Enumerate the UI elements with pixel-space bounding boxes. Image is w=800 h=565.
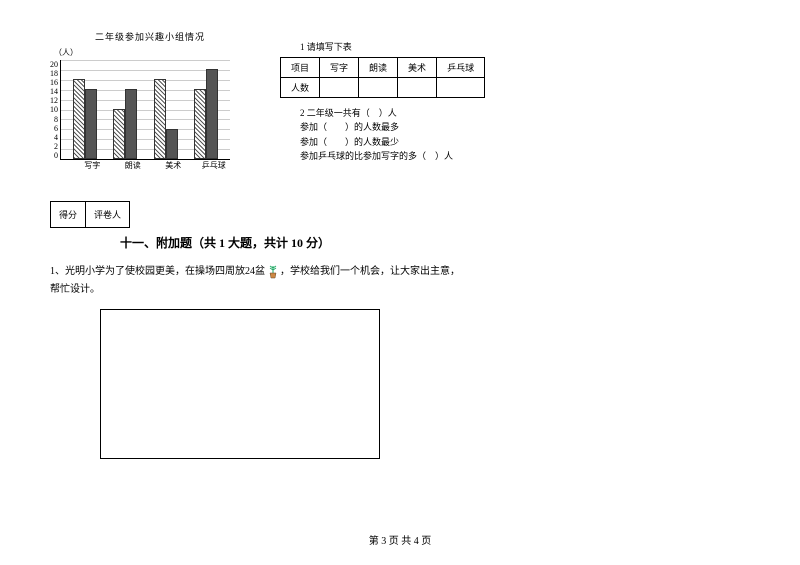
bar-group [154, 79, 178, 159]
table-cell [359, 78, 398, 98]
chart-x-labels: 写字 朗读 美术 乒乓球 [68, 160, 238, 171]
flower-pot-icon [268, 265, 278, 279]
bar-group [194, 69, 218, 159]
chart-plot [60, 60, 230, 160]
y-tick: 12 [50, 96, 58, 105]
table-cell [320, 78, 359, 98]
table-header: 美术 [398, 58, 437, 78]
y-tick: 0 [50, 151, 58, 160]
bar [206, 69, 218, 159]
bar-group [113, 89, 137, 159]
table-row-label: 人数 [281, 78, 320, 98]
question-text-b: ，学校给我们一个机会，让大家出主意， [280, 266, 460, 277]
question-number: 1、 [50, 266, 65, 277]
x-label: 乒乓球 [202, 162, 226, 171]
y-tick: 20 [50, 60, 58, 69]
answer-box [100, 309, 380, 459]
x-label: 朗读 [121, 162, 145, 171]
question-1: 1、光明小学为了使校园更美，在操场四周放24盆 ，学校给我们一个机会，让大家出主… [50, 263, 750, 299]
table-header: 朗读 [359, 58, 398, 78]
top-section: 二年级参加兴趣小组情况 （人） 20 18 16 14 12 10 8 6 4 … [50, 30, 750, 171]
table-row: 项目 写字 朗读 美术 乒乓球 [281, 58, 485, 78]
y-tick: 14 [50, 87, 58, 96]
table-header: 写字 [320, 58, 359, 78]
x-label: 写字 [80, 162, 104, 171]
question-line: 2 二年级一共有（ ）人 [300, 106, 750, 120]
table-cell [437, 78, 485, 98]
bar [125, 89, 137, 159]
bar [85, 89, 97, 159]
y-tick: 18 [50, 69, 58, 78]
chart-y-axis: 20 18 16 14 12 10 8 6 4 2 0 [50, 60, 60, 160]
y-tick: 6 [50, 124, 58, 133]
chart-title: 二年级参加兴趣小组情况 [50, 30, 250, 43]
y-tick: 4 [50, 133, 58, 142]
page-footer: 第 3 页 共 4 页 [0, 532, 800, 547]
bar [154, 79, 166, 159]
table-caption: 1 请填写下表 [280, 40, 750, 53]
reviewer-cell-label: 评卷人 [86, 201, 130, 228]
table-header: 乒乓球 [437, 58, 485, 78]
question-text-a: 光明小学为了使校园更美，在操场四周放24盆 [65, 266, 265, 277]
chart-bars [61, 60, 230, 159]
y-tick: 2 [50, 142, 58, 151]
score-cell-label: 得分 [50, 201, 86, 228]
question-text-c: 帮忙设计。 [50, 284, 100, 295]
question-line: 参加（ ）的人数最多 [300, 120, 750, 134]
bar [166, 129, 178, 159]
question-line: 参加乒乓球的比参加写字的多（ ）人 [300, 149, 750, 163]
question-lines: 2 二年级一共有（ ）人 参加（ ）的人数最多 参加（ ）的人数最少 参加乒乓球… [280, 106, 750, 164]
chart-body: 20 18 16 14 12 10 8 6 4 2 0 [50, 60, 250, 160]
score-box: 得分 评卷人 [50, 201, 750, 228]
bar-group [73, 79, 97, 159]
x-label: 美术 [161, 162, 185, 171]
bar [73, 79, 85, 159]
table-cell [398, 78, 437, 98]
right-block: 1 请填写下表 项目 写字 朗读 美术 乒乓球 人数 2 二年级一共有（ ）人 … [280, 30, 750, 171]
bar [194, 89, 206, 159]
table-row: 人数 [281, 78, 485, 98]
bar-chart: 二年级参加兴趣小组情况 （人） 20 18 16 14 12 10 8 6 4 … [50, 30, 250, 171]
chart-y-axis-label: （人） [54, 47, 250, 58]
question-line: 参加（ ）的人数最少 [300, 135, 750, 149]
data-table: 项目 写字 朗读 美术 乒乓球 人数 [280, 57, 485, 98]
y-tick: 10 [50, 105, 58, 114]
bar [113, 109, 125, 159]
y-tick: 8 [50, 115, 58, 124]
table-header: 项目 [281, 58, 320, 78]
section-title: 十一、附加题（共 1 大题，共计 10 分） [120, 234, 750, 251]
y-tick: 16 [50, 78, 58, 87]
